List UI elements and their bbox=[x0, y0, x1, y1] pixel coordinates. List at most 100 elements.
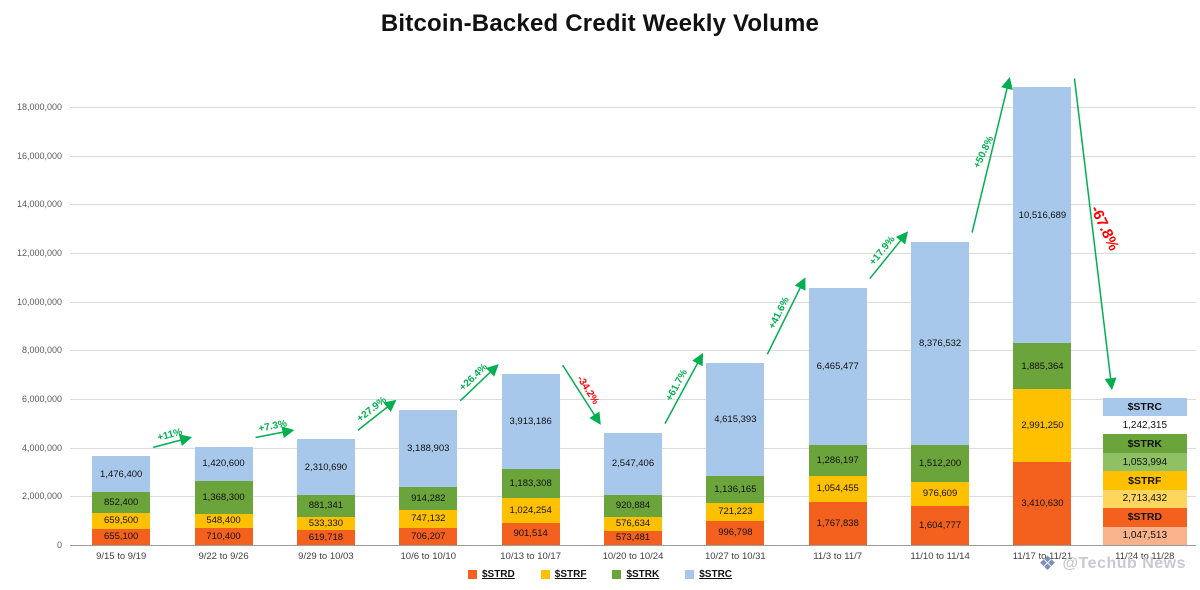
bar-segment-strf: 976,609 bbox=[911, 482, 970, 506]
callout-value: 1,047,513 bbox=[1102, 526, 1187, 545]
growth-annotation-label: +41.6% bbox=[767, 295, 792, 331]
legend-item-strf[interactable]: $STRF bbox=[540, 569, 587, 580]
bar-segment-value-label: 1,767,838 bbox=[816, 517, 859, 529]
gridline bbox=[70, 107, 1196, 108]
bar-segment-strk: 1,368,300 bbox=[194, 481, 253, 515]
bar-segment-strk: 920,884 bbox=[604, 494, 662, 517]
gridline bbox=[70, 204, 1196, 206]
growth-annotation-label: +50.8% bbox=[972, 134, 996, 170]
x-axis-tick-label: 9/15 to 9/19 bbox=[96, 551, 147, 562]
bar-segment-strc: 1,420,600 bbox=[194, 446, 253, 482]
bar-segment-strf: 721,223 bbox=[706, 503, 765, 521]
bar-segment-value-label: 1,476,400 bbox=[100, 468, 143, 480]
gridline bbox=[70, 545, 1196, 546]
bar-segment-value-label: 996,798 bbox=[718, 527, 753, 539]
bar-segment-value-label: 533,330 bbox=[308, 517, 344, 529]
legend-item-strd[interactable]: $STRD bbox=[467, 569, 515, 580]
growth-arrow bbox=[459, 364, 499, 402]
growth-arrow bbox=[255, 426, 295, 439]
legend-label: $STRK bbox=[626, 569, 660, 580]
bar-segment-value-label: 976,609 bbox=[922, 488, 958, 500]
watermark: ❖ @Techub News bbox=[1039, 554, 1186, 574]
bar-segment-value-label: 881,341 bbox=[308, 500, 344, 512]
x-axis-tick-label: 11/17 to 11/21 bbox=[1012, 551, 1073, 562]
bar-segment-strc: 10,516,689 bbox=[1013, 87, 1072, 344]
bar-segment-value-label: 1,024,254 bbox=[509, 504, 552, 516]
growth-annotation-label: +61.7% bbox=[664, 368, 690, 403]
gridline bbox=[70, 253, 1196, 254]
bar-segment-value-label: 4,615,393 bbox=[714, 413, 757, 425]
bar-segment-value-label: 1,885,364 bbox=[1021, 360, 1064, 372]
bar-segment-strk: 914,282 bbox=[399, 487, 458, 510]
y-axis-tick-label: 12,000,000 bbox=[16, 248, 62, 258]
growth-arrow bbox=[664, 352, 704, 424]
bar-segment-value-label: 920,884 bbox=[615, 500, 651, 512]
callout-value: 1,053,994 bbox=[1102, 452, 1187, 472]
bar-segment-value-label: 1,136,165 bbox=[714, 483, 757, 495]
bar-segment-value-label: 1,368,300 bbox=[202, 491, 245, 503]
bar-segment-strc: 3,913,186 bbox=[501, 374, 560, 470]
legend-label: $STRD bbox=[481, 569, 515, 580]
bar-segment-strf: 659,500 bbox=[92, 513, 151, 530]
growth-annotation-label: -34.2% bbox=[574, 374, 600, 407]
bar-segment-value-label: 1,604,777 bbox=[918, 519, 962, 531]
growth-annotation-label: +11% bbox=[156, 427, 183, 444]
bar-segment-strf: 747,132 bbox=[399, 509, 458, 528]
growth-arrow bbox=[766, 277, 806, 355]
bar-segment-strk: 852,400 bbox=[92, 492, 151, 513]
legend-item-strc[interactable]: $STRC bbox=[685, 569, 732, 580]
bar-segment-strd: 619,718 bbox=[296, 529, 355, 545]
bar-segment-strf: 2,991,250 bbox=[1013, 389, 1072, 462]
bar-segment-value-label: 8,376,532 bbox=[918, 337, 962, 349]
x-axis-tick-label: 11/10 to 11/14 bbox=[910, 551, 970, 562]
bar-segment-value-label: 619,718 bbox=[308, 531, 344, 543]
bar-segment-value-label: 914,282 bbox=[411, 492, 446, 504]
bar-segment-value-label: 1,054,455 bbox=[816, 483, 859, 495]
bar-segment-value-label: 852,400 bbox=[104, 496, 139, 508]
bar-segment-strc: 4,615,393 bbox=[706, 363, 765, 476]
bar-segment-strk: 1,885,364 bbox=[1013, 343, 1072, 390]
x-axis-tick-label: 10/6 to 10/10 bbox=[400, 551, 456, 562]
growth-arrow bbox=[869, 231, 909, 280]
bar-segment-value-label: 901,514 bbox=[513, 528, 548, 540]
y-axis-tick-label: 6,000,000 bbox=[21, 394, 62, 404]
bar-segment-strk: 1,183,308 bbox=[501, 469, 560, 499]
growth-arrow bbox=[357, 399, 397, 431]
bar-segment-value-label: 548,400 bbox=[206, 515, 241, 527]
bar-segment-value-label: 747,132 bbox=[411, 512, 446, 524]
legend-swatch-icon bbox=[540, 570, 550, 579]
legend-label: $STRF bbox=[554, 569, 587, 580]
bar-segment-value-label: 1,286,197 bbox=[816, 454, 859, 466]
bar-segment-value-label: 576,634 bbox=[615, 518, 651, 530]
bar-segment-strd: 3,410,630 bbox=[1013, 462, 1072, 545]
bar-segment-strk: 881,341 bbox=[296, 495, 355, 517]
bar-segment-value-label: 655,100 bbox=[104, 531, 139, 543]
legend-item-strk[interactable]: $STRK bbox=[612, 569, 659, 580]
bar-segment-strd: 655,100 bbox=[92, 529, 151, 545]
watermark-text: @Techub News bbox=[1062, 555, 1186, 572]
techub-diamond-logo-icon: ❖ bbox=[1038, 553, 1057, 575]
bar-segment-strc: 2,547,406 bbox=[604, 432, 662, 495]
y-axis-tick-label: 18,000,000 bbox=[16, 102, 62, 112]
y-axis-tick-label: 14,000,000 bbox=[16, 199, 62, 210]
bar-segment-strc: 6,465,477 bbox=[808, 287, 867, 445]
bar-segment-value-label: 2,991,250 bbox=[1021, 419, 1064, 431]
gridline bbox=[70, 399, 1196, 400]
bar-segment-strc: 8,376,532 bbox=[911, 241, 970, 446]
bar-segment-value-label: 6,465,477 bbox=[816, 360, 859, 372]
bar-segment-strk: 1,136,165 bbox=[706, 475, 765, 504]
bar-segment-strc: 1,476,400 bbox=[92, 456, 151, 493]
bar-segment-value-label: 573,481 bbox=[615, 532, 651, 544]
bar-segment-strd: 573,481 bbox=[604, 531, 662, 545]
legend-swatch-icon bbox=[612, 570, 622, 579]
callout-ticker: $STRF bbox=[1102, 471, 1187, 490]
bar-segment-value-label: 2,310,690 bbox=[304, 461, 348, 473]
bar-segment-strc: 2,310,690 bbox=[296, 439, 355, 496]
bar-segment-value-label: 706,207 bbox=[411, 530, 446, 542]
bar-segment-strf: 533,330 bbox=[296, 516, 355, 530]
legend-swatch-icon bbox=[685, 570, 695, 579]
growth-annotation-label: +26.4% bbox=[458, 362, 490, 394]
chart-title: Bitcoin-Backed Credit Weekly Volume bbox=[380, 10, 820, 37]
bar-segment-strd: 710,400 bbox=[194, 527, 253, 545]
